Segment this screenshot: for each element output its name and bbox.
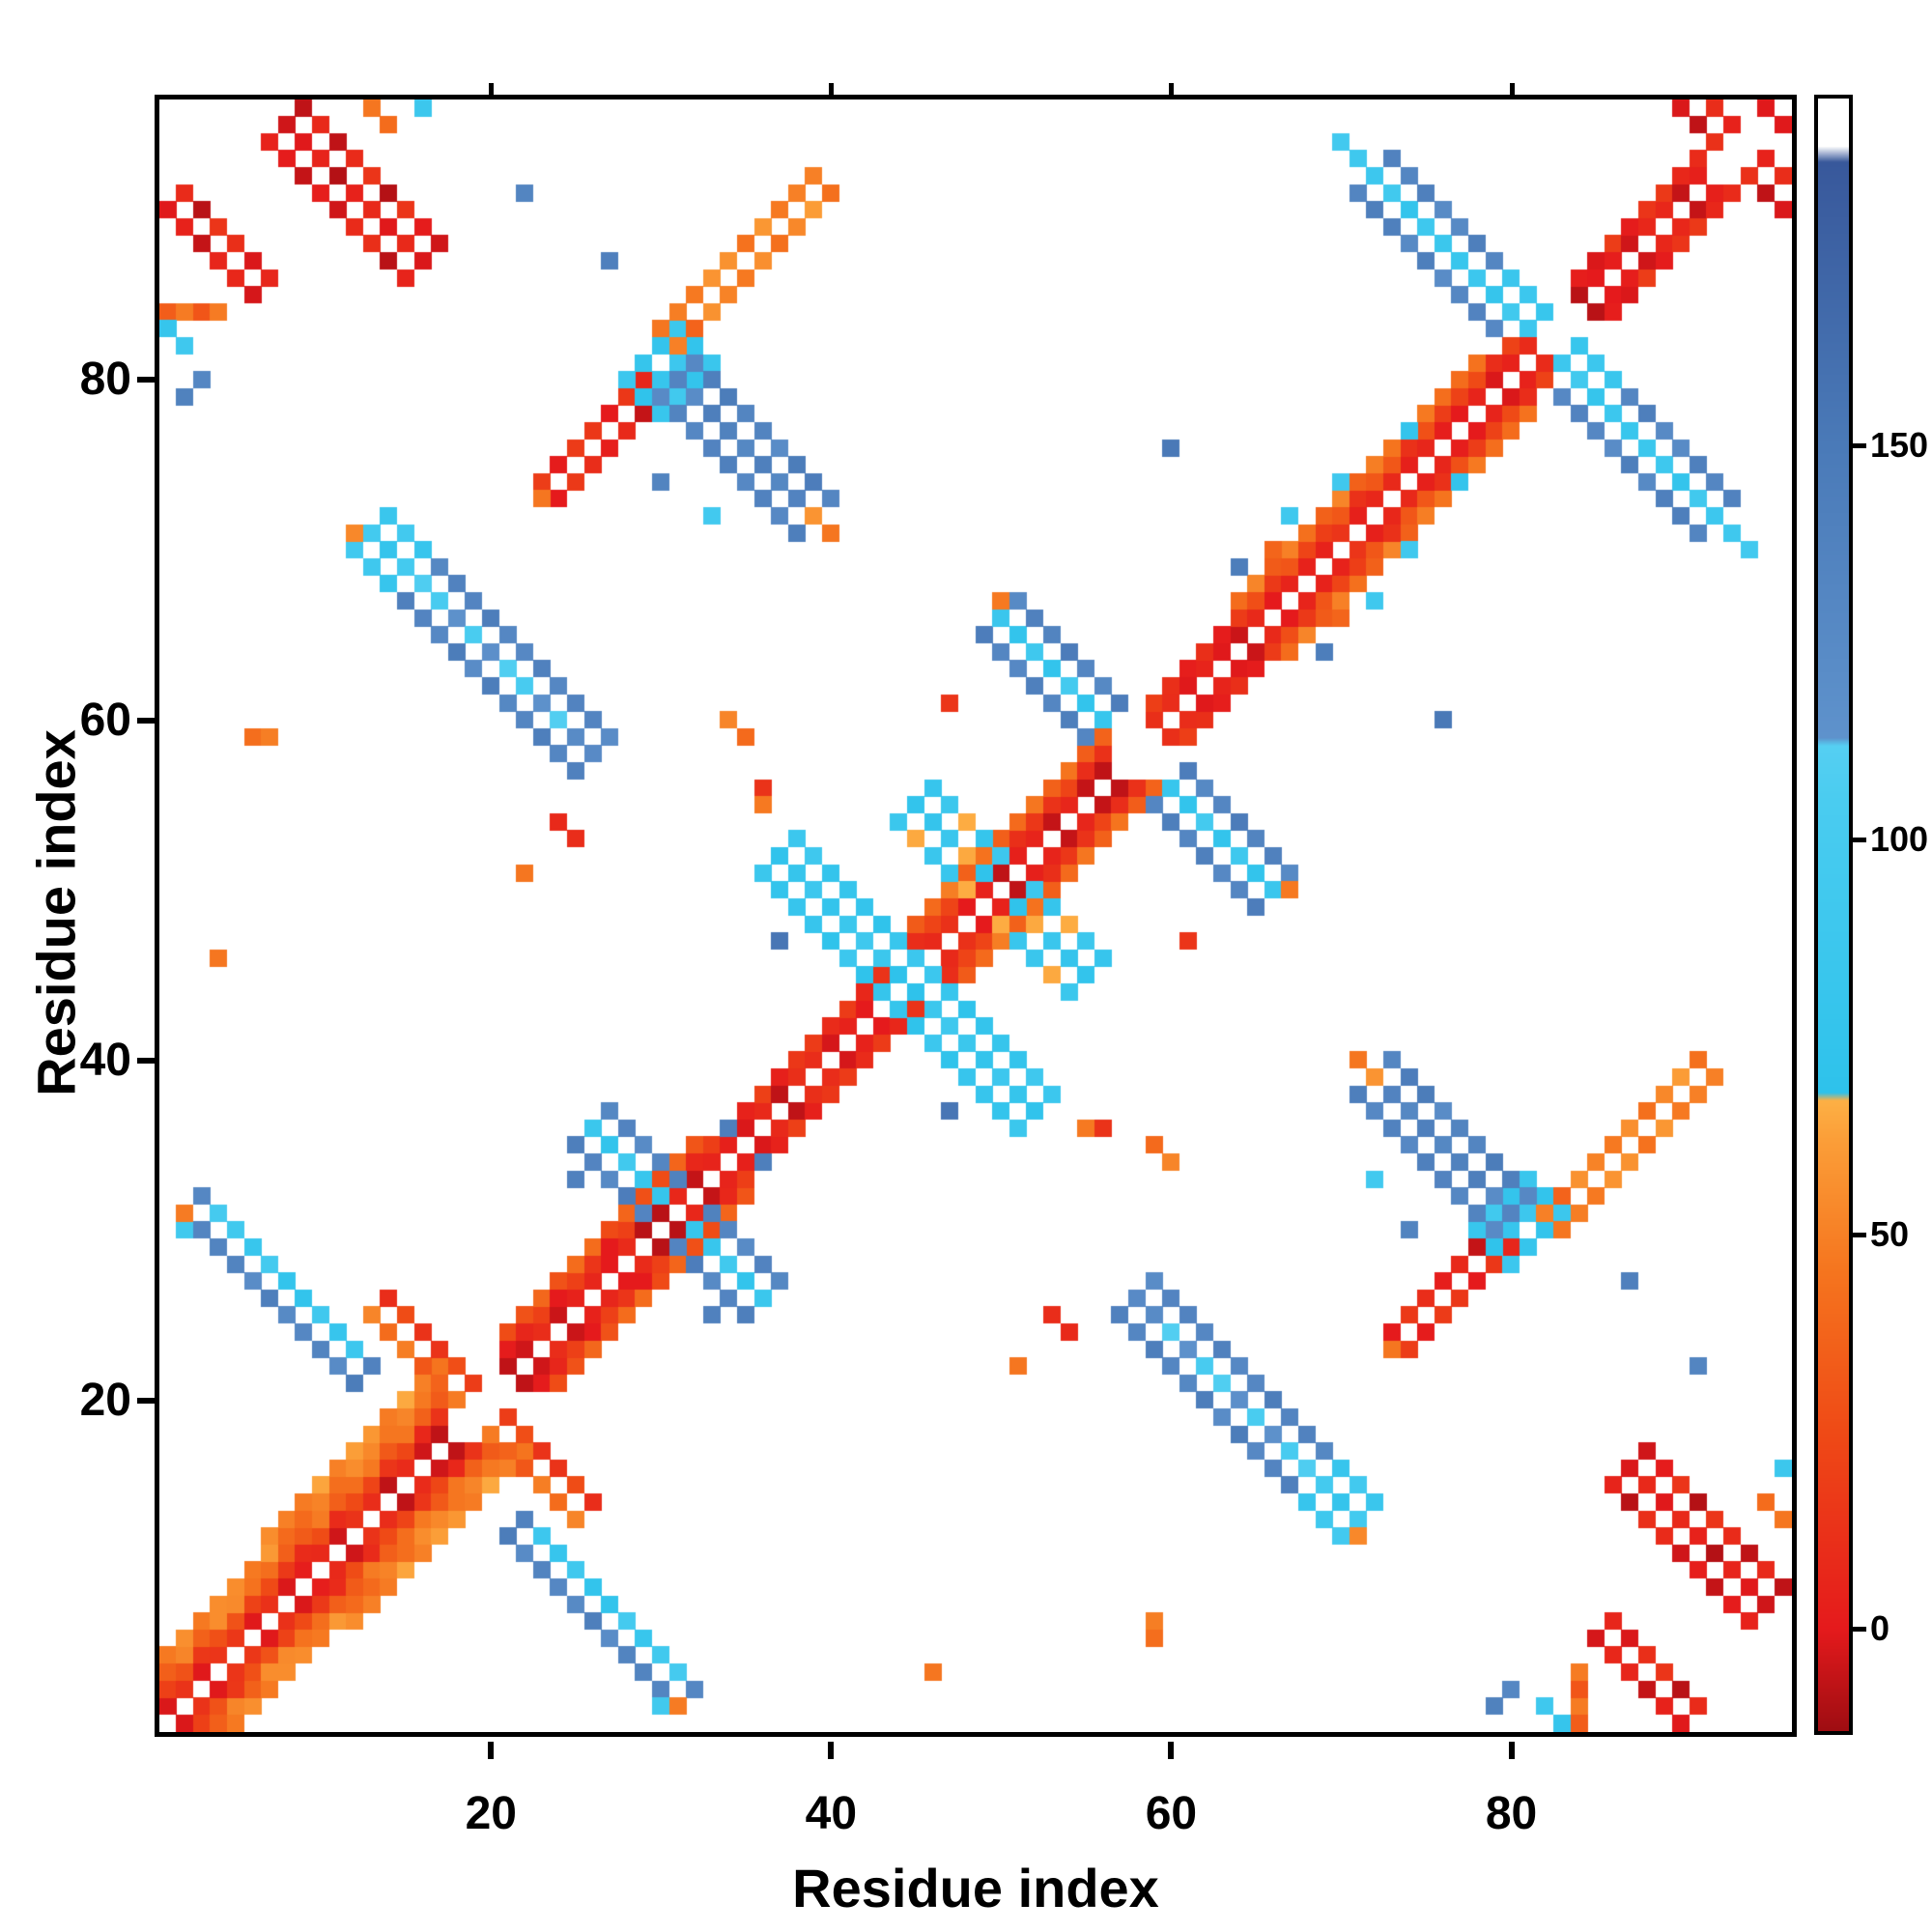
- colorbar-tick-mark: [1853, 443, 1866, 449]
- x-tick-mark: [828, 1742, 835, 1759]
- colorbar-tick-mark: [1853, 1232, 1866, 1237]
- colorbar-tick-label: 50: [1870, 1213, 1910, 1254]
- colorbar-tick-label: 100: [1870, 819, 1929, 860]
- colorbar-tick-mark: [1853, 1626, 1866, 1632]
- x-tick-label: 20: [465, 1788, 517, 1839]
- x-tick-mark: [1168, 1742, 1175, 1759]
- y-tick-mark: [137, 1397, 155, 1404]
- x-tick-mark-top: [1509, 83, 1515, 95]
- y-tick-label: 60: [79, 694, 131, 746]
- colorbar: [1814, 95, 1853, 1735]
- x-tick-mark-top: [829, 83, 835, 95]
- x-tick-label: 80: [1485, 1788, 1538, 1839]
- x-axis-label: Residue index: [792, 1858, 1159, 1918]
- colorbar-tick-label: 0: [1870, 1607, 1890, 1648]
- y-tick-mark: [137, 717, 155, 724]
- heatmap-canvas: [159, 99, 1792, 1732]
- x-tick-mark-top: [1169, 83, 1175, 95]
- x-tick-mark-top: [489, 83, 495, 95]
- y-tick-label: 80: [79, 354, 131, 406]
- y-tick-label: 40: [79, 1034, 131, 1086]
- y-tick-mark: [137, 1057, 155, 1064]
- colorbar-tick-mark: [1853, 838, 1866, 843]
- y-tick-mark: [137, 377, 155, 384]
- x-tick-label: 40: [805, 1788, 858, 1839]
- x-tick-label: 60: [1145, 1788, 1198, 1839]
- plot-area: [155, 95, 1797, 1737]
- x-tick-mark: [488, 1742, 495, 1759]
- x-tick-mark: [1508, 1742, 1515, 1759]
- colorbar-tick-label: 150: [1870, 425, 1929, 466]
- colorbar-canvas: [1818, 99, 1849, 1731]
- y-tick-label: 20: [79, 1374, 131, 1426]
